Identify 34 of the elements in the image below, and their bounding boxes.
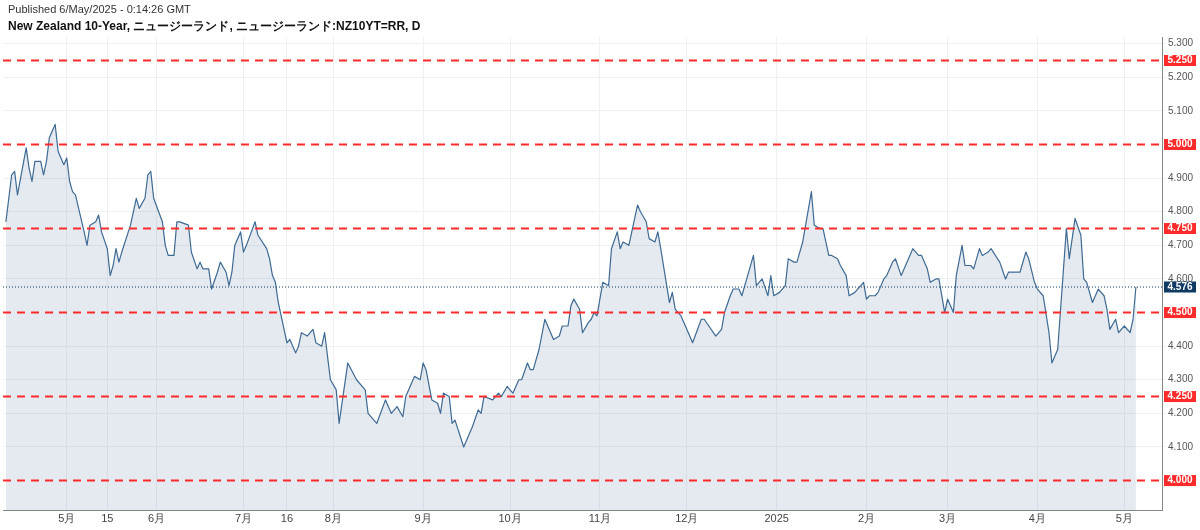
y-tick-label: 4.200 (1168, 407, 1194, 419)
text: Published 6/May/2025 - 0:14:26 GMT (8, 3, 191, 15)
ref-line-label: 5.000 (1167, 138, 1193, 150)
x-tick-label: 4月 (1028, 512, 1046, 525)
y-tick-label: 4.900 (1168, 171, 1194, 183)
x-tick-label: 10月 (498, 512, 522, 525)
y-tick-label: 5.300 (1168, 37, 1194, 49)
x-tick-label: 3月 (939, 512, 957, 525)
x-tick-label: 16 (280, 512, 294, 525)
y-tick-label: 4.700 (1168, 239, 1194, 251)
y-tick-label: 5.200 (1168, 71, 1194, 83)
x-tick-label: 2月 (857, 512, 876, 525)
x-tick-label: 12月 (675, 512, 699, 525)
x-tick-label: 9月 (414, 512, 432, 525)
ref-line-label: 4.576 (1167, 280, 1193, 292)
y-tick-label: 4.100 (1168, 440, 1194, 452)
x-tick-label: 15 (101, 512, 114, 525)
y-tick-label: 5.100 (1168, 104, 1194, 116)
y-tick-label: 4.800 (1168, 205, 1194, 217)
ref-line-label: 4.500 (1167, 306, 1193, 318)
x-tick-label: 11月 (588, 512, 612, 525)
ref-line-label: 4.750 (1167, 222, 1193, 234)
x-tick-label: 5月 (58, 512, 76, 525)
chart-title: New Zealand 10-Year, ニュージーランド, ニュージーランド:NZ10YT=RR, D (8, 18, 421, 35)
ref-line-label: 5.250 (1167, 54, 1193, 66)
y-tick-label: 4.300 (1168, 373, 1194, 385)
ref-line-label: 4.250 (1167, 390, 1193, 402)
x-tick-label: 2025 (764, 512, 789, 525)
ref-line-label: 4.000 (1167, 474, 1193, 486)
x-tick-label: 5月 (1115, 512, 1133, 525)
x-tick-label: 6月 (148, 512, 166, 525)
y-tick-label: 4.400 (1168, 339, 1194, 351)
x-tick-label: 8月 (324, 512, 342, 525)
x-tick-label: 7月 (234, 512, 253, 525)
